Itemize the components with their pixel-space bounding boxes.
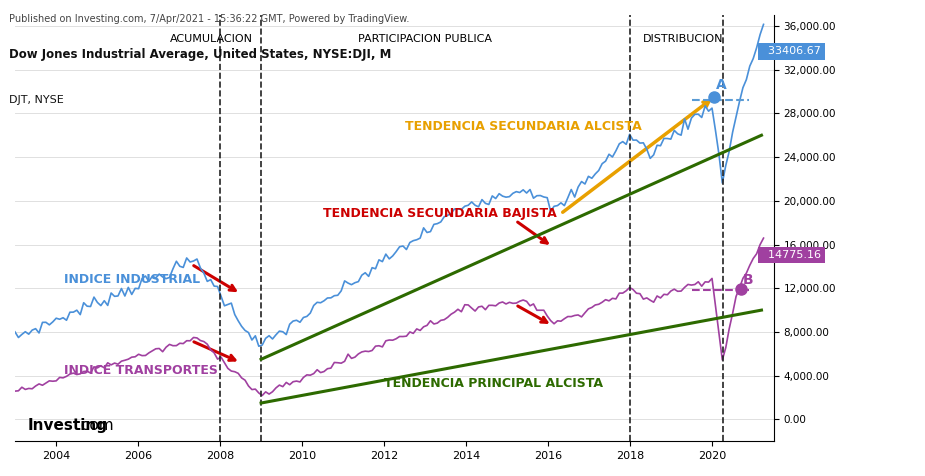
Text: Dow Jones Industrial Average, United States, NYSE:DJI, M: Dow Jones Industrial Average, United Sta…: [9, 48, 391, 60]
Text: INDICE TRANSPORTES: INDICE TRANSPORTES: [64, 364, 218, 377]
Text: 33406.67: 33406.67: [761, 46, 821, 56]
Text: Published on Investing.com, 7/Apr/2021 - 15:36:22 GMT, Powered by TradingView.: Published on Investing.com, 7/Apr/2021 -…: [9, 14, 410, 24]
Text: DJT, NYSE: DJT, NYSE: [9, 95, 64, 105]
Text: ACUMULACION: ACUMULACION: [170, 34, 253, 44]
Text: TENDENCIA SECUNDARIA ALCISTA: TENDENCIA SECUNDARIA ALCISTA: [404, 120, 641, 133]
Text: TENDENCIA PRINCIPAL ALCISTA: TENDENCIA PRINCIPAL ALCISTA: [384, 377, 603, 390]
Text: B: B: [743, 273, 754, 287]
Text: Investing: Investing: [28, 418, 107, 433]
Text: .com: .com: [77, 418, 114, 433]
Text: INDICE INDUSTRIAL: INDICE INDUSTRIAL: [64, 273, 201, 286]
Text: PARTICIPACION PUBLICA: PARTICIPACION PUBLICA: [358, 34, 492, 44]
Text: DISTRIBUCION: DISTRIBUCION: [643, 34, 723, 44]
Text: TENDENCIA SECUNDARIA BAJISTA: TENDENCIA SECUNDARIA BAJISTA: [323, 207, 556, 220]
Text: 14775.16: 14775.16: [761, 250, 821, 260]
Text: A: A: [716, 79, 727, 92]
